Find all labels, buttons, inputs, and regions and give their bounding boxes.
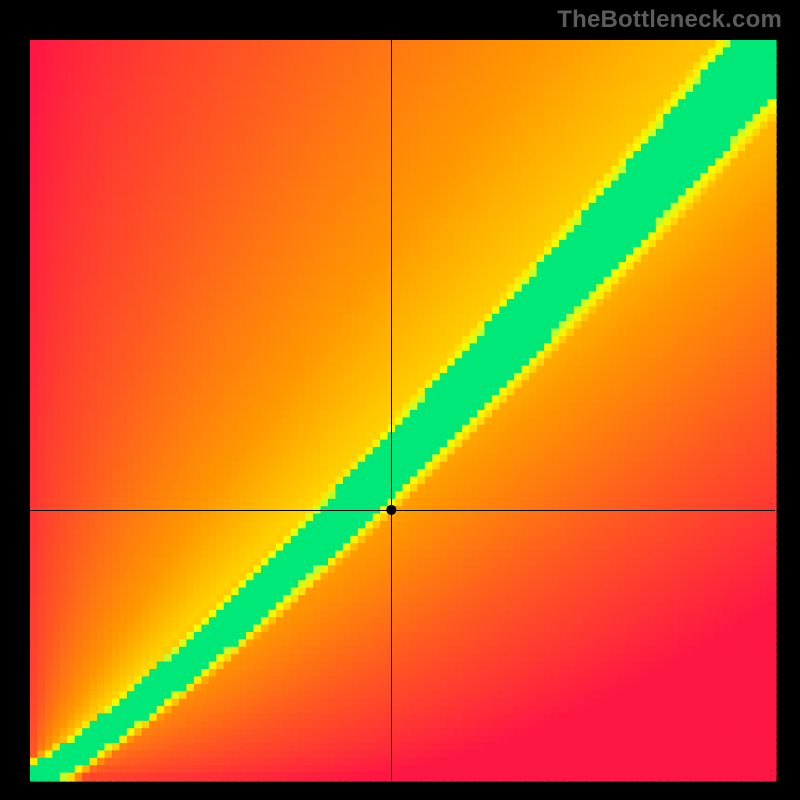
watermark-text: TheBottleneck.com (557, 6, 782, 34)
chart-container: TheBottleneck.com (0, 0, 800, 800)
bottleneck-heatmap (0, 0, 800, 800)
